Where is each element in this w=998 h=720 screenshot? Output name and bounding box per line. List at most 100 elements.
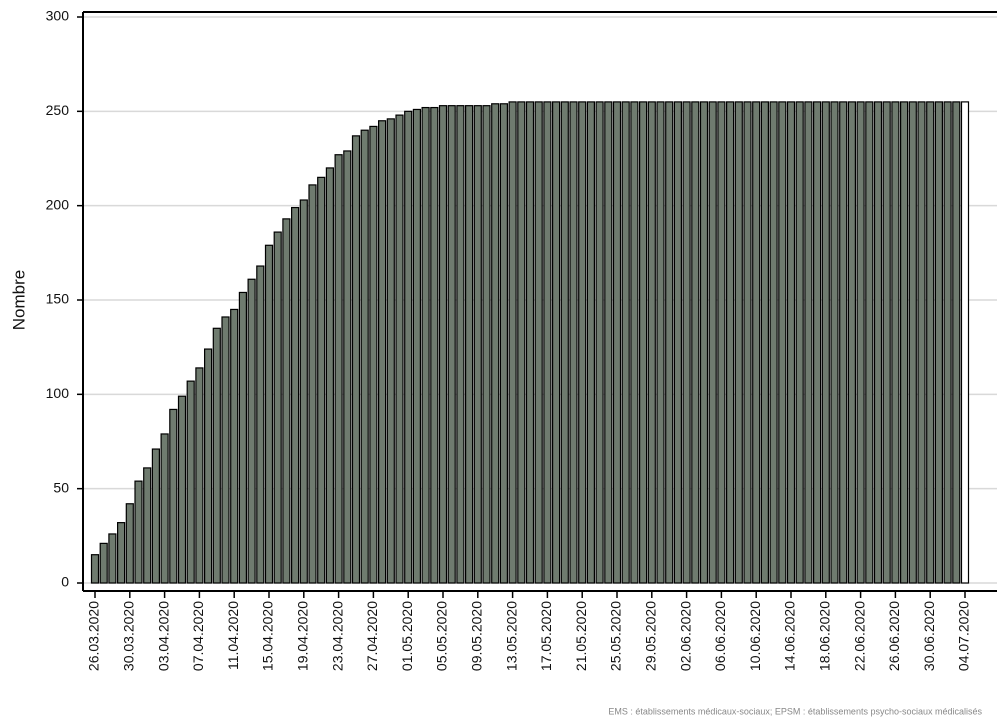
bar xyxy=(438,105,448,584)
x-tick-label: 30.03.2020 xyxy=(121,601,137,671)
bar xyxy=(673,101,683,584)
bar xyxy=(543,101,552,584)
bar xyxy=(169,408,178,584)
y-tick-label: 300 xyxy=(46,8,70,24)
bar xyxy=(108,533,117,584)
x-tick-label: 26.03.2020 xyxy=(86,601,102,671)
bar xyxy=(760,101,770,584)
x-tick-label: 15.04.2020 xyxy=(260,601,276,671)
bar xyxy=(638,101,648,584)
bar xyxy=(282,218,291,584)
bar xyxy=(708,101,717,584)
bar xyxy=(943,101,952,584)
x-tick-label: 21.05.2020 xyxy=(573,601,589,671)
bar xyxy=(682,101,691,584)
bar xyxy=(517,101,526,584)
bar xyxy=(299,199,308,584)
bar xyxy=(821,101,830,584)
bar xyxy=(847,101,857,584)
bar xyxy=(125,503,134,584)
bar xyxy=(778,101,787,584)
bar xyxy=(830,101,839,584)
bar xyxy=(804,101,813,584)
bar xyxy=(908,101,917,584)
bar xyxy=(734,101,743,584)
x-tick-label: 25.05.2020 xyxy=(608,601,624,671)
bar xyxy=(569,101,578,584)
bar xyxy=(134,480,143,584)
bar xyxy=(116,522,126,584)
x-tick-label: 27.04.2020 xyxy=(364,601,380,671)
y-tick-label: 200 xyxy=(46,196,70,212)
bar xyxy=(430,106,439,584)
bar xyxy=(952,101,961,584)
bar xyxy=(256,265,265,584)
bar xyxy=(621,101,630,584)
bar xyxy=(247,278,256,584)
bar xyxy=(560,101,569,584)
bar xyxy=(769,101,778,584)
y-tick-label: 50 xyxy=(53,479,69,495)
bar xyxy=(960,101,970,584)
bar xyxy=(90,554,100,584)
y-axis-label: Nombre xyxy=(9,270,28,330)
bar xyxy=(743,101,752,584)
bar xyxy=(230,308,239,584)
bar xyxy=(386,118,395,584)
bar xyxy=(395,114,404,584)
bar xyxy=(378,120,387,584)
bar xyxy=(412,108,421,584)
bar xyxy=(369,125,378,584)
bar xyxy=(525,101,535,584)
bar xyxy=(160,433,169,584)
bar xyxy=(926,101,935,584)
x-tick-label: 19.04.2020 xyxy=(295,601,311,671)
y-tick-label: 150 xyxy=(46,291,70,307)
bar xyxy=(177,395,187,584)
bar xyxy=(578,101,587,584)
bar xyxy=(786,101,796,584)
bar xyxy=(665,101,674,584)
x-tick-label: 10.06.2020 xyxy=(747,601,763,671)
bar xyxy=(360,129,369,584)
bar xyxy=(404,110,413,584)
bar xyxy=(882,101,891,584)
bar xyxy=(604,101,613,584)
x-tick-label: 30.06.2020 xyxy=(921,601,937,671)
bar xyxy=(499,103,508,584)
x-tick-label: 02.06.2020 xyxy=(677,601,693,671)
bar xyxy=(752,101,761,584)
bar xyxy=(221,316,230,584)
bar xyxy=(630,101,639,584)
bar xyxy=(473,105,482,584)
bar xyxy=(482,105,491,584)
bar xyxy=(212,327,221,584)
x-tick-label: 29.05.2020 xyxy=(643,601,659,671)
bar xyxy=(291,206,300,584)
bar xyxy=(508,101,517,584)
bar xyxy=(934,101,944,584)
bar xyxy=(421,106,430,584)
bar xyxy=(873,101,883,584)
bar xyxy=(656,101,665,584)
bar xyxy=(586,101,596,584)
bar xyxy=(143,467,152,584)
bar xyxy=(647,101,656,584)
bar xyxy=(343,150,352,584)
x-tick-label: 22.06.2020 xyxy=(851,601,867,671)
x-tick-label: 13.05.2020 xyxy=(503,601,519,671)
x-tick-label: 09.05.2020 xyxy=(469,601,485,671)
bar xyxy=(447,105,456,584)
bar xyxy=(839,101,848,584)
bar xyxy=(534,101,543,584)
y-tick-label: 250 xyxy=(46,102,70,118)
bar xyxy=(491,103,500,584)
x-tick-label: 18.06.2020 xyxy=(817,601,833,671)
bar xyxy=(465,105,474,584)
footnote: EMS : établissements médicaux-sociaux; E… xyxy=(608,706,982,716)
x-tick-label: 03.04.2020 xyxy=(155,601,171,671)
bar xyxy=(725,101,735,584)
bar xyxy=(795,101,804,584)
x-tick-label: 11.04.2020 xyxy=(225,601,241,670)
x-tick-label: 04.07.2020 xyxy=(956,601,972,671)
